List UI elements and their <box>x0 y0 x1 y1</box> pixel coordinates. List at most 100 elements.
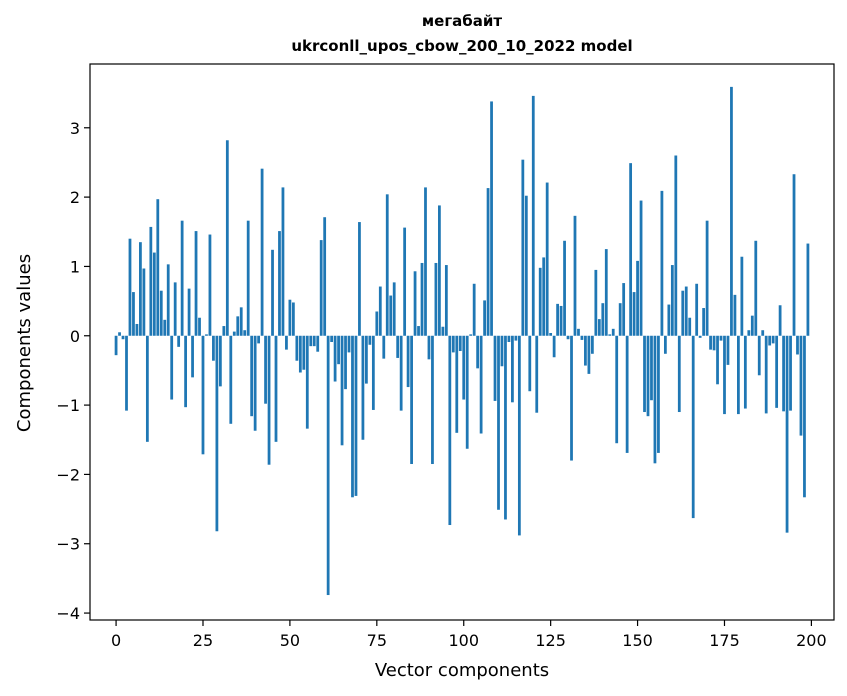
bar-149 <box>632 292 636 336</box>
bar-150 <box>636 260 639 336</box>
x-tick-label: 25 <box>193 631 213 650</box>
bar-178 <box>733 294 737 336</box>
bar-14 <box>163 319 167 336</box>
bar-65 <box>340 335 344 446</box>
bar-136 <box>587 335 591 374</box>
bar-181 <box>743 335 747 409</box>
x-tick-label: 150 <box>622 631 653 650</box>
bar-131 <box>570 335 573 461</box>
bar-55 <box>305 335 309 429</box>
bar-25 <box>201 335 205 455</box>
bar-6 <box>135 323 139 336</box>
chart-title: мегабайт <box>422 12 502 30</box>
bar-195 <box>792 174 796 336</box>
bar-69 <box>354 335 358 496</box>
bar-54 <box>302 335 306 370</box>
bar-116 <box>517 335 521 536</box>
bar-9 <box>145 335 149 442</box>
bar-70 <box>358 222 361 336</box>
bar-108 <box>490 101 493 336</box>
bar-177 <box>730 86 733 336</box>
bar-17 <box>173 282 177 336</box>
bar-80 <box>392 282 396 336</box>
bar-73 <box>368 335 372 345</box>
bar-124 <box>545 182 549 336</box>
bar-45 <box>271 249 274 336</box>
bar-142 <box>608 334 612 336</box>
bar-133 <box>577 328 580 336</box>
bar-114 <box>511 335 514 403</box>
y-tick-label: 0 <box>70 327 80 346</box>
bar-40 <box>253 335 257 431</box>
bar-78 <box>385 194 389 336</box>
bar-144 <box>615 335 619 444</box>
bar-22 <box>191 335 194 378</box>
bar-157 <box>660 190 664 336</box>
bar-46 <box>274 335 278 442</box>
x-tick-label: 100 <box>448 631 479 650</box>
bar-182 <box>747 330 751 336</box>
bar-127 <box>556 303 559 336</box>
bar-188 <box>768 335 772 346</box>
bar-196 <box>796 335 799 355</box>
y-tick-label: 1 <box>70 257 80 276</box>
bar-3 <box>125 335 128 411</box>
bar-86 <box>413 271 417 336</box>
x-tick-label: 200 <box>796 631 827 650</box>
bar-192 <box>782 335 785 412</box>
bar-172 <box>712 335 716 351</box>
bar-174 <box>719 335 723 341</box>
chart-subtitle: ukrconll_upos_cbow_200_10_2022 model <box>291 37 632 55</box>
bar-122 <box>538 267 542 336</box>
bar-20 <box>184 335 187 408</box>
bar-171 <box>709 335 712 350</box>
bar-164 <box>684 286 688 336</box>
bar-23 <box>194 231 198 336</box>
bar-50 <box>288 299 292 336</box>
bar-198 <box>803 335 806 498</box>
bar-87 <box>417 326 420 336</box>
bar-63 <box>333 335 337 382</box>
bar-61 <box>326 335 330 596</box>
bar-76 <box>378 286 382 336</box>
bar-94 <box>441 326 445 336</box>
bar-15 <box>166 264 170 336</box>
bar-147 <box>625 335 629 453</box>
bar-33 <box>229 335 233 424</box>
bar-59 <box>319 240 323 336</box>
bar-60 <box>323 217 327 336</box>
bar-29 <box>215 335 219 532</box>
bar-90 <box>427 335 431 360</box>
bar-139 <box>597 319 601 336</box>
bar-85 <box>410 335 413 465</box>
bar-120 <box>531 95 535 336</box>
bar-184 <box>754 240 758 336</box>
bar-123 <box>542 257 546 336</box>
bar-145 <box>618 303 622 336</box>
y-tick-label: 3 <box>70 119 80 138</box>
bar-111 <box>500 335 504 367</box>
bar-62 <box>330 335 334 342</box>
bar-126 <box>552 335 556 358</box>
bar-21 <box>187 288 191 336</box>
bar-143 <box>611 328 615 336</box>
bar-176 <box>726 335 730 365</box>
bar-0 <box>114 335 118 356</box>
bar-135 <box>584 335 587 366</box>
bar-109 <box>493 335 497 401</box>
bar-79 <box>389 295 393 336</box>
bar-185 <box>757 335 761 376</box>
bar-175 <box>723 335 726 415</box>
bar-130 <box>566 335 570 340</box>
bar-11 <box>152 252 156 336</box>
bar-170 <box>705 220 709 336</box>
bar-31 <box>222 326 226 336</box>
bar-112 <box>504 335 507 520</box>
x-tick-label: 0 <box>111 631 121 650</box>
bar-89 <box>424 187 427 336</box>
x-axis-ticks: 0 25 50 75 100 125 150 175 200 <box>111 620 827 650</box>
bar-37 <box>243 330 247 336</box>
bar-197 <box>799 335 803 436</box>
x-tick-label: 175 <box>709 631 740 650</box>
bar-57 <box>312 335 316 347</box>
